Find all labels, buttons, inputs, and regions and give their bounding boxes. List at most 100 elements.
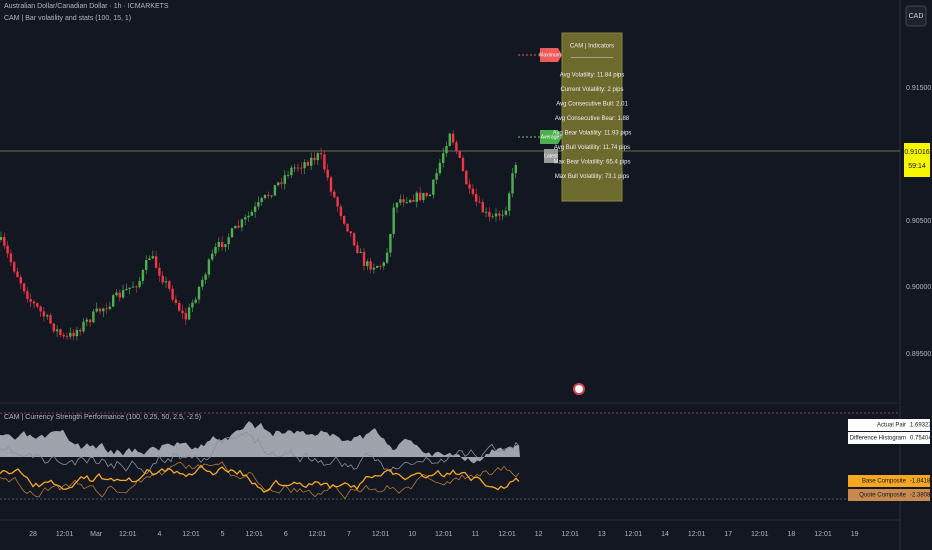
- candle-body: [92, 311, 95, 323]
- candle-body: [88, 319, 92, 323]
- currency: CAD: [909, 13, 924, 20]
- candle-body: [79, 329, 82, 332]
- candle-body: [392, 207, 395, 234]
- candle-body: [128, 287, 131, 289]
- time-label: 14: [661, 531, 669, 538]
- max-label: Maximum: [539, 52, 561, 58]
- info-line: Avg Consecutive Bear: 1.88: [555, 116, 630, 122]
- candle-body: [141, 269, 145, 281]
- candle-body: [148, 258, 151, 261]
- info-panel: [561, 32, 623, 202]
- candle-body: [260, 198, 263, 203]
- candle-body: [181, 310, 184, 314]
- candle-body: [42, 311, 46, 317]
- candle-body: [329, 177, 333, 192]
- candle-body: [498, 213, 501, 216]
- event-icon[interactable]: [573, 383, 585, 395]
- time-label: 12: [535, 531, 543, 538]
- latest-marker: [544, 149, 558, 163]
- symbol-title: Australian Dollar/Canadian Dollar · 1h ·…: [4, 3, 169, 10]
- time-label: 12:01: [561, 531, 579, 538]
- candle-body: [125, 288, 128, 291]
- candle-body: [0, 237, 3, 240]
- candle-body: [207, 259, 211, 275]
- candle-body: [178, 303, 181, 311]
- candle-body: [442, 153, 445, 163]
- info-line: Max Bear Volatility: 65.4 pips: [553, 160, 630, 166]
- candle-body: [478, 201, 481, 203]
- candle-body: [115, 292, 118, 296]
- price-label: 0.90500: [906, 218, 931, 225]
- candle-body: [250, 211, 253, 216]
- time-label: 12:01: [245, 531, 263, 538]
- time-label: 12:01: [688, 531, 706, 538]
- candle-body: [346, 223, 349, 232]
- candle-body: [230, 228, 234, 238]
- candle-body: [461, 157, 465, 171]
- candle-body: [29, 299, 32, 302]
- candle-body: [108, 306, 112, 309]
- candle-body: [69, 332, 72, 337]
- candle-body: [220, 241, 224, 248]
- candle-body: [227, 237, 230, 245]
- candle-body: [376, 265, 379, 268]
- candle-body: [217, 241, 220, 247]
- price-label: 0.89500: [906, 351, 931, 358]
- time-label: Mar: [90, 531, 103, 538]
- candle-body: [247, 215, 250, 218]
- legend-name: Strength Difference Histogram: [825, 436, 906, 442]
- avg-marker: [540, 130, 562, 144]
- latest-label: Latest: [544, 153, 558, 159]
- candle-body: [201, 279, 204, 287]
- time-label: 11: [472, 531, 479, 538]
- candle-body: [336, 197, 339, 207]
- time-label: 5: [221, 531, 225, 538]
- candle-body: [438, 162, 442, 174]
- price-label: 0.90000: [906, 284, 931, 291]
- candle-body: [95, 308, 98, 312]
- max-marker: [540, 48, 562, 62]
- info-line: Avg Bear Volatility: 11.93 pips: [553, 131, 632, 137]
- candle-body: [184, 313, 187, 320]
- legend-value: 1.69323: [910, 423, 932, 429]
- candle-body: [161, 275, 164, 283]
- candle-body: [475, 194, 478, 202]
- time-label: 4: [157, 531, 161, 538]
- legend-box: [848, 432, 930, 444]
- time-label: 17: [724, 531, 732, 538]
- time-label: 10: [408, 531, 416, 538]
- current-price-box: [904, 143, 930, 177]
- candle-body: [366, 261, 369, 266]
- candle-body: [402, 199, 405, 203]
- candle-body: [300, 167, 303, 169]
- candle-body: [412, 200, 415, 202]
- time-label: 12:01: [119, 531, 137, 538]
- candle-body: [145, 260, 148, 270]
- info-divider: ———————: [571, 56, 613, 62]
- candle-body: [389, 233, 392, 253]
- candle-body: [359, 251, 362, 254]
- lower-pane-title: CAM | Currency Strength Performance (100…: [4, 414, 201, 421]
- candle-body: [504, 210, 508, 215]
- candle-body: [303, 162, 306, 169]
- candle-body: [415, 192, 418, 202]
- candle-body: [39, 306, 42, 312]
- price-label: 0.91500: [906, 85, 931, 92]
- candle-body: [22, 283, 26, 292]
- candle-body: [379, 265, 382, 267]
- candle-body: [211, 253, 214, 260]
- candle-body: [121, 290, 125, 298]
- time-label: 12:01: [751, 531, 769, 538]
- candle-body: [277, 182, 280, 186]
- candle-body: [465, 170, 468, 185]
- candle-body: [168, 281, 171, 289]
- candle-body: [501, 214, 504, 216]
- candle-body: [468, 184, 471, 189]
- candle-body: [13, 262, 16, 272]
- candle-body: [422, 192, 425, 201]
- currency-button[interactable]: [905, 5, 927, 27]
- legend-box: [848, 419, 930, 431]
- candle-body: [158, 267, 161, 276]
- candle-body: [26, 291, 29, 300]
- candle-body: [131, 286, 135, 288]
